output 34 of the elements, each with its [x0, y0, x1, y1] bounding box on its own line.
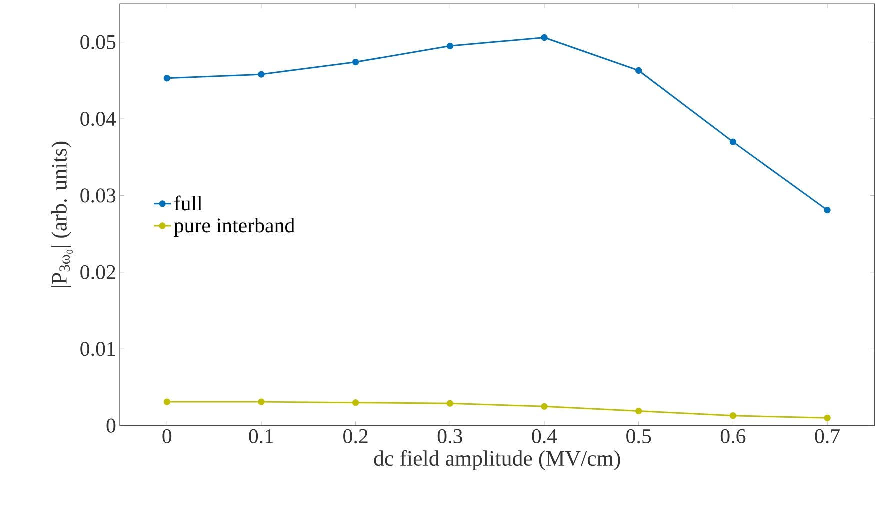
x-tick-label: 0.1: [249, 429, 274, 444]
point: [730, 412, 737, 420]
x-tick-label: 0.4: [532, 429, 558, 444]
x-tick-label: 0: [162, 429, 172, 444]
point: [636, 408, 642, 415]
point: [446, 400, 454, 408]
point: [541, 34, 548, 42]
x-tick-label: 0.3: [438, 429, 462, 444]
y-tick-label: 0.01: [80, 342, 116, 356]
y-tick-label: 0.04: [80, 112, 116, 126]
point: [824, 414, 831, 422]
point: [541, 403, 548, 410]
point: [824, 207, 831, 214]
y-tick-label: 0: [106, 418, 116, 433]
x-tick-label: 0.7: [815, 429, 840, 444]
point: [352, 59, 360, 66]
y-tick-label: 0.02: [80, 265, 116, 280]
point: [636, 67, 642, 74]
point: [446, 42, 454, 50]
point: [730, 138, 737, 146]
x-axis-title: dc field amplitude (MV/cm): [374, 450, 620, 471]
point: [258, 71, 265, 78]
y-axis-title: |P$_{3ω₀}$| (arb. units): [52, 142, 74, 288]
x-tick-label: 0.2: [344, 429, 368, 444]
x-tick-label: 0.6: [720, 429, 746, 444]
point: [258, 398, 265, 406]
legend-label: pure interband: [174, 218, 295, 238]
legend-label: full: [174, 196, 202, 211]
y-tick-label: 0.03: [80, 188, 116, 203]
x-tick-label: 0.5: [626, 429, 652, 444]
y-tick-label: 0.05: [80, 35, 116, 50]
point: [164, 75, 170, 82]
point: [164, 398, 170, 406]
point: [352, 400, 360, 406]
